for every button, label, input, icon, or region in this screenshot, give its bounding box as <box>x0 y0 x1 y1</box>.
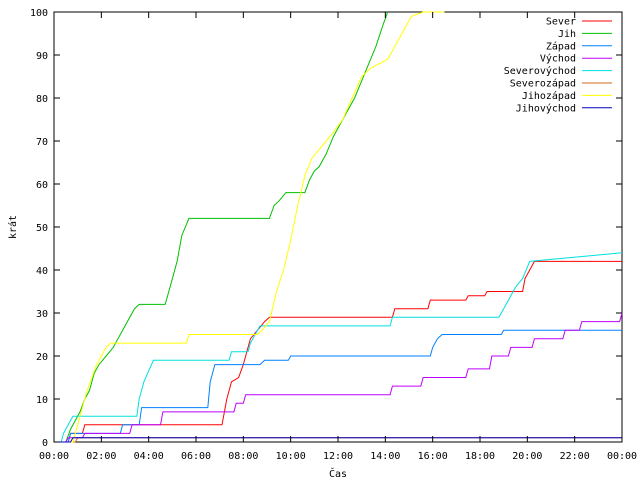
y-tick-label: 50 <box>36 223 48 234</box>
x-tick-label: 22:00 <box>560 451 590 462</box>
x-axis-label: Čas <box>329 467 347 480</box>
y-tick-label: 80 <box>36 94 48 105</box>
y-axis-label: krát <box>7 215 19 239</box>
legend: SeverJihZápadVýchodSeverovýchodSeverozáp… <box>504 17 612 114</box>
x-tick-label: 08:00 <box>228 451 258 462</box>
axes-layer: 0 10 20 30 40 50 60 70 80 90 100 00:00 02:00 04:00 06:… <box>30 8 637 462</box>
x-tick-label: 00:00 <box>39 451 69 462</box>
x-tick-label: 02:00 <box>86 451 116 462</box>
series-line-8 <box>54 437 622 443</box>
legend-label: Jihovýchod <box>516 102 576 114</box>
y-tick-label: 10 <box>36 395 48 406</box>
series-line-2 <box>54 11 389 443</box>
y-tick-label: 30 <box>36 309 48 320</box>
x-tick-label: 20:00 <box>512 451 542 462</box>
x-tick-label: 14:00 <box>370 451 400 462</box>
series-line-3 <box>54 329 622 443</box>
series-line-7 <box>54 11 445 443</box>
x-tick-label: 16:00 <box>418 451 448 462</box>
legend-label: Sever <box>546 17 576 28</box>
legend-label: Jih <box>558 29 576 40</box>
legend-label: Severozápad <box>510 78 576 90</box>
y-tick-label: 60 <box>36 180 48 191</box>
x-tick-label: 04:00 <box>134 451 164 462</box>
legend-label: Severovýchod <box>504 65 576 77</box>
y-tick-label: 70 <box>36 137 48 148</box>
x-tick-label: 18:00 <box>465 451 495 462</box>
series-layer <box>54 11 623 443</box>
y-tick-label: 90 <box>36 51 48 62</box>
series-line-4 <box>54 312 623 443</box>
y-tick-label: 100 <box>30 8 48 19</box>
y-tick-label: 0 <box>42 438 48 449</box>
x-tick-label: 10:00 <box>276 451 306 462</box>
series-line-5 <box>54 252 623 443</box>
x-tick-label: 00:00 <box>607 451 637 462</box>
series-line-1 <box>54 260 622 443</box>
y-tick-label: 20 <box>36 352 48 363</box>
x-tick-label: 12:00 <box>323 451 353 462</box>
x-tick-label: 06:00 <box>181 451 211 462</box>
legend-label: Východ <box>540 53 576 65</box>
legend-label: Jihozápad <box>522 90 576 102</box>
legend-label: Západ <box>546 40 576 52</box>
y-tick-label: 40 <box>36 266 48 277</box>
